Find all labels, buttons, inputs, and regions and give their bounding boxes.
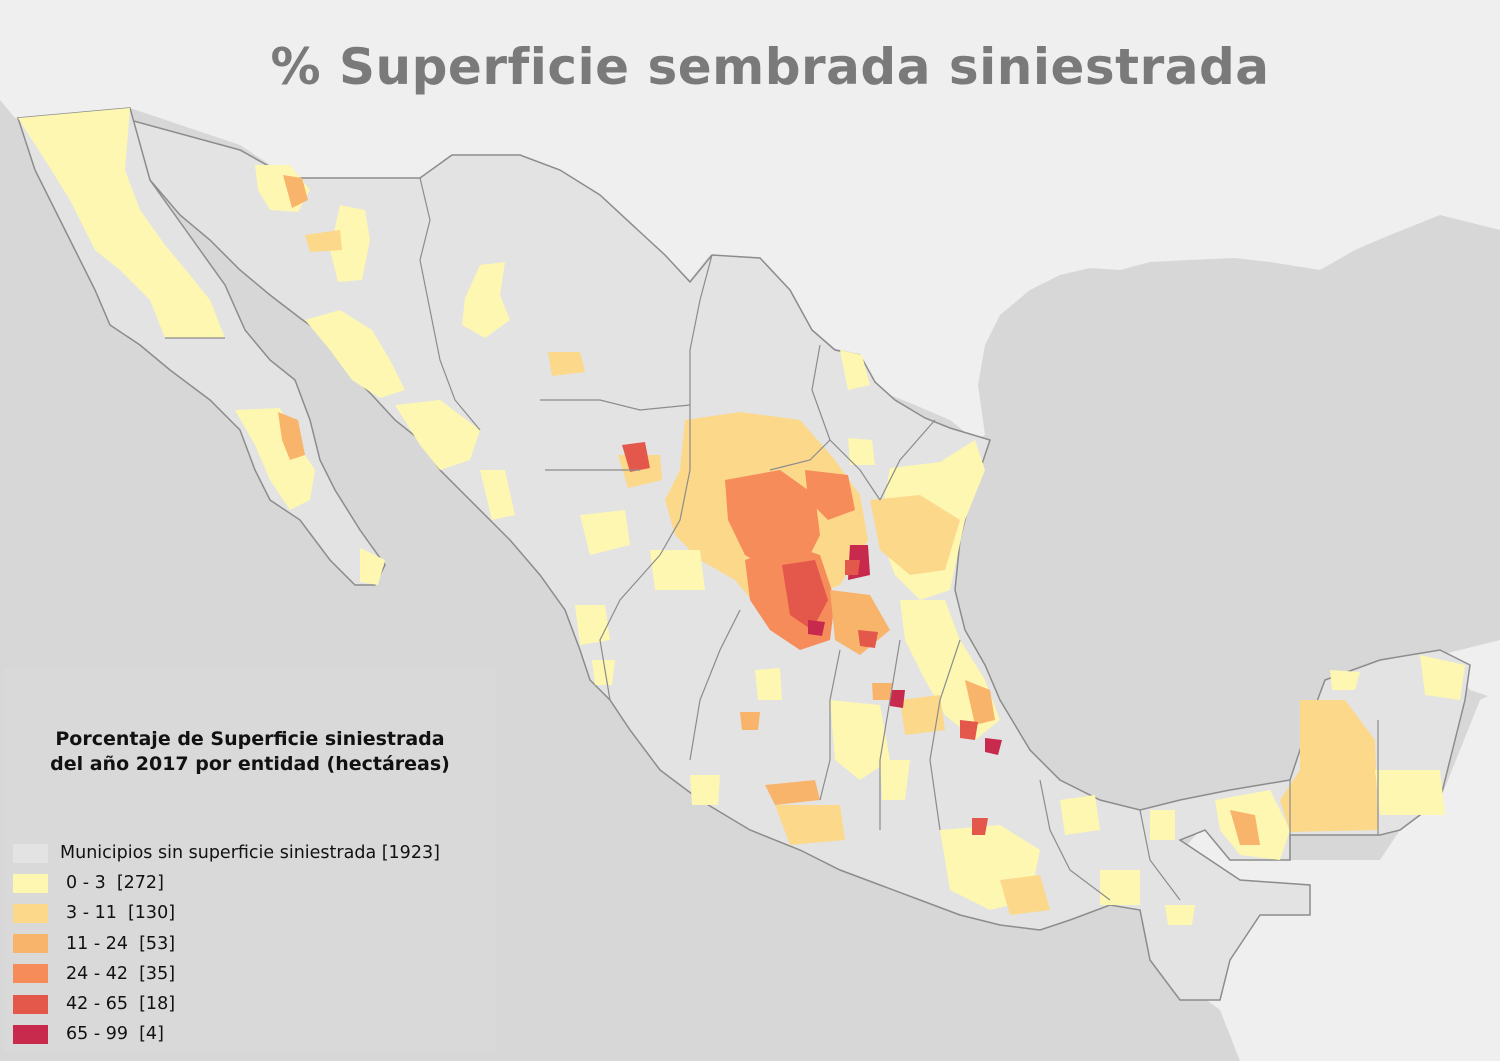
region-oax-4 <box>1060 795 1100 835</box>
region-yuc-3 <box>1420 655 1465 700</box>
region-ver-2 <box>965 680 995 725</box>
region-ver-3 <box>985 738 1002 755</box>
region-coah-4 <box>848 438 875 465</box>
region-jal-4 <box>755 668 782 700</box>
legend-item-0-3: 0 - 3 [272] <box>13 868 440 898</box>
region-gro-1 <box>765 780 820 805</box>
region-camp-2 <box>1230 810 1260 845</box>
legend-swatch <box>13 934 48 954</box>
region-mich-1 <box>690 775 720 805</box>
legend-item-11-24: 11 - 24 [53] <box>13 929 440 959</box>
legend-label: 3 - 11 [130] <box>66 903 176 924</box>
region-oax-3 <box>972 818 988 835</box>
region-nl-red-2 <box>845 560 860 575</box>
region-chis-2 <box>1165 905 1195 925</box>
region-chih-2 <box>548 352 585 376</box>
region-sonora-4 <box>305 230 342 252</box>
region-yuc-1 <box>1280 700 1378 832</box>
legend-items: Municipios sin superficie siniestrada [1… <box>13 838 440 1049</box>
region-jal-1 <box>575 605 610 645</box>
region-coah-3 <box>840 350 870 390</box>
legend-item-24-42: 24 - 42 [35] <box>13 959 440 989</box>
legend-label: Municipios sin superficie siniestrada [1… <box>60 843 440 864</box>
legend-label: 11 - 24 [53] <box>66 933 176 954</box>
state-borders <box>165 177 1379 901</box>
region-chih-1 <box>462 262 510 338</box>
region-jal-3 <box>740 712 760 730</box>
map-title: % Superficie sembrada siniestrada <box>270 38 1270 96</box>
region-bcs-1 <box>235 408 315 510</box>
legend-swatch <box>13 843 48 863</box>
region-hgo-red <box>890 690 905 708</box>
region-central-2 <box>725 470 820 570</box>
region-sonora-5 <box>305 310 405 398</box>
region-bcs-2 <box>278 412 305 460</box>
legend-title-line2: del año 2017 por entidad (hectáreas) <box>50 753 450 775</box>
region-dgo-1 <box>480 470 515 520</box>
region-central-9 <box>580 510 630 555</box>
legend-swatch <box>13 903 48 923</box>
region-baja-norte <box>18 108 225 338</box>
region-sonora-2 <box>283 175 308 208</box>
region-mex-1 <box>830 700 890 780</box>
region-central-4 <box>782 560 828 630</box>
legend-swatch <box>13 964 48 984</box>
legend-swatch <box>13 873 48 893</box>
legend-label: 65 - 99 [4] <box>66 1024 164 1045</box>
legend-title-line1: Porcentaje de Superficie siniestrada <box>55 728 445 750</box>
region-jal-2 <box>592 660 615 685</box>
region-central-8 <box>858 630 878 648</box>
legend-swatch <box>13 994 48 1014</box>
region-oax-5 <box>1100 870 1140 905</box>
region-central-6 <box>805 470 855 520</box>
legend: Porcentaje de Superficie siniestrada del… <box>4 669 496 1051</box>
region-ver-4 <box>960 720 978 740</box>
region-gro-2 <box>775 805 845 845</box>
legend-swatch <box>13 1024 48 1044</box>
region-coah-2 <box>622 442 650 472</box>
region-yuc-2 <box>1375 770 1445 815</box>
region-chis-1 <box>1150 810 1175 840</box>
region-sinaloa-1 <box>395 400 480 470</box>
region-yuc-4 <box>1330 670 1360 690</box>
land-north-usa <box>0 0 1500 440</box>
region-gro-3 <box>880 760 910 800</box>
region-tamps-2 <box>870 495 960 575</box>
legend-label: 0 - 3 [272] <box>66 873 164 894</box>
legend-label: 24 - 42 [35] <box>66 963 176 984</box>
region-bcs-3 <box>360 548 385 585</box>
legend-label: 42 - 65 [18] <box>66 994 176 1015</box>
legend-title: Porcentaje de Superficie siniestrada del… <box>4 727 496 777</box>
region-oax-2 <box>1000 875 1050 915</box>
legend-item-no-data: Municipios sin superficie siniestrada [1… <box>13 838 440 868</box>
legend-item-42-65: 42 - 65 [18] <box>13 989 440 1019</box>
legend-item-65-99: 65 - 99 [4] <box>13 1019 440 1049</box>
region-hgo-1 <box>872 683 892 700</box>
region-sonora-3 <box>330 205 370 282</box>
legend-item-3-11: 3 - 11 [130] <box>13 898 440 928</box>
region-central-5 <box>808 620 825 636</box>
land-central-america <box>1140 690 1500 1061</box>
region-central-10 <box>650 550 705 590</box>
region-pue-1 <box>900 695 945 735</box>
